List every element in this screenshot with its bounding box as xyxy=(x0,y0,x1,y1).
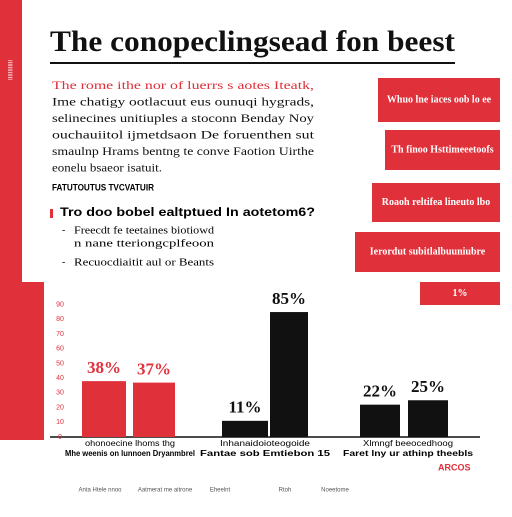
callout-box xyxy=(355,232,500,272)
bullet-dash: - xyxy=(62,226,65,237)
y-tick-label: 20 xyxy=(56,404,64,411)
subhead: FATUTOUTUS TVCVATUIR xyxy=(52,182,154,192)
y-tick-label: 60 xyxy=(56,346,64,353)
group-label: Faret lny ur athinp theebls xyxy=(343,449,474,458)
brand: ARCOS xyxy=(438,462,471,472)
sidebar xyxy=(0,0,22,440)
bullet: Recuocdiaitit aul or Beants xyxy=(74,257,214,268)
title: The conopeclingsead fon beest xyxy=(50,25,455,58)
group-label: ohonoecine lhoms thg xyxy=(85,439,175,448)
y-tick-label: 50 xyxy=(56,360,64,367)
intro-line: selinecines unitiuples a stoconn Benday … xyxy=(52,111,314,125)
bar xyxy=(133,382,175,437)
intro-line: ouchauiitol ijmetdsaon De foruenthen sut xyxy=(52,127,315,141)
footer-item: Noeetome xyxy=(321,488,349,494)
bar xyxy=(408,400,448,437)
intro-line: eonelu bsaeor isatuit. xyxy=(52,160,162,174)
question-marker xyxy=(50,209,53,218)
value-label: 37% xyxy=(137,360,171,379)
bullet: n nane tteriongcplfeoon xyxy=(74,238,214,249)
intro-line: Ime chatigy ootlacuut eus ounuqi hygrads… xyxy=(52,94,314,108)
callout-box xyxy=(378,78,500,122)
bar xyxy=(270,312,308,437)
group-label: Fantae sob Emtiebon 15 xyxy=(200,449,331,458)
value-label: 22% xyxy=(363,382,397,401)
callout-box xyxy=(385,130,500,170)
intro-line: smaulnp Hrams bentng te conve Faotion Ui… xyxy=(52,144,314,158)
sidebar-text: IIIIIIIIIIII xyxy=(9,60,15,80)
callout-text: 1% xyxy=(453,288,468,299)
value-label: 11% xyxy=(228,398,261,417)
callout-text: Ierordut subitlalbuuniubre xyxy=(370,246,486,257)
value-label: 38% xyxy=(87,358,121,377)
y-tick-label: 40 xyxy=(56,375,64,382)
group-label: Xlmngf beeocedhoog xyxy=(363,439,453,448)
bar xyxy=(222,420,268,437)
footer-item: Anta Htele nnoo xyxy=(78,488,122,494)
callout-box xyxy=(420,282,500,305)
bar xyxy=(360,404,400,437)
value-label: 25% xyxy=(411,377,445,396)
y-tick-label: 30 xyxy=(56,390,64,397)
y-tick-label: 0 xyxy=(58,434,62,441)
y-tick-label: 10 xyxy=(56,419,64,426)
group-label: Inhanaidoioteogoide xyxy=(220,439,311,448)
callout-box xyxy=(372,183,500,222)
footer-item: Eheelnt xyxy=(210,488,231,494)
group-label: Mhe weenis on lunnoen Dryanmbrel xyxy=(65,449,195,458)
bullet-dash: - xyxy=(62,258,65,269)
sidebar-accent xyxy=(22,282,44,440)
y-tick-label: 90 xyxy=(56,302,64,309)
bullet: Freecdt fe teetaines biotiowd xyxy=(74,225,214,236)
value-label: 85% xyxy=(272,289,306,308)
y-tick-label: 70 xyxy=(56,331,64,338)
intro-line: The rome ithe nor of luerrs s aotes Itea… xyxy=(52,78,314,92)
footer-item: Rtoh xyxy=(279,488,292,494)
callout-text: Whuo lne iaces oob lo ee xyxy=(387,94,492,105)
bar xyxy=(82,381,126,437)
callout-text: Th finoo Hsttimeeetoofs xyxy=(391,144,493,155)
footer-item: Aatmerat me aitrone xyxy=(138,488,193,494)
question: Tro doo bobel ealtptued In aotetom6? xyxy=(60,205,315,219)
y-tick-label: 80 xyxy=(56,316,64,323)
callout-text: Roaoh reltifea lineuto lbo xyxy=(382,197,490,208)
